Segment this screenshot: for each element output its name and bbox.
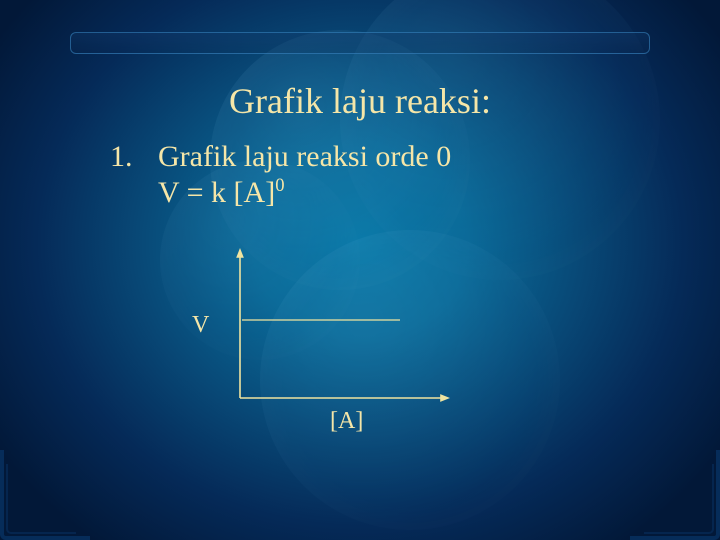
equation-base: V = k [A] — [158, 176, 275, 209]
list-text: Grafik laju reaksi orde 0 — [158, 140, 451, 174]
slide-title: Grafik laju reaksi: — [0, 80, 720, 122]
top-divider — [70, 32, 650, 54]
rate-chart: V [A] — [220, 248, 480, 418]
corner-decoration — [6, 464, 76, 534]
slide: Grafik laju reaksi: 1. Grafik laju reaks… — [0, 0, 720, 540]
list-body: Grafik laju reaksi orde 0 V = k [A]0 — [158, 140, 451, 210]
equation: V = k [A]0 — [158, 176, 451, 210]
equation-superscript: 0 — [275, 175, 284, 196]
list: 1. Grafik laju reaksi orde 0 V = k [A]0 — [0, 140, 720, 210]
corner-decoration — [644, 464, 714, 534]
list-number: 1. — [110, 140, 158, 210]
content-area: Grafik laju reaksi: 1. Grafik laju reaks… — [0, 80, 720, 210]
y-axis-label: V — [192, 312, 209, 339]
list-item: 1. Grafik laju reaksi orde 0 V = k [A]0 — [110, 140, 720, 210]
x-axis-label: [A] — [330, 408, 363, 435]
chart-svg — [220, 248, 480, 418]
